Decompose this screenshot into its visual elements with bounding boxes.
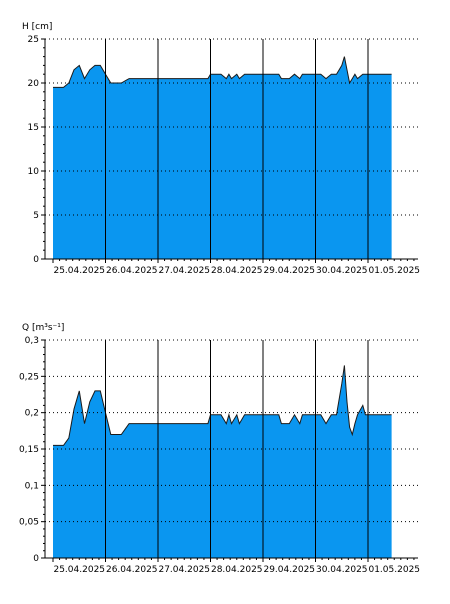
x-tick-label: 01.05.2025 <box>368 266 420 276</box>
series-area <box>53 56 392 259</box>
x-tick-label: 01.05.2025 <box>368 565 420 575</box>
series-line <box>53 56 392 88</box>
y-tick-label: 0,3 <box>25 336 39 346</box>
y-tick-label: 25 <box>28 35 39 45</box>
y-tick-label: 5 <box>33 211 39 221</box>
y-tick-label: 10 <box>28 167 40 177</box>
x-tick-label: 26.04.2025 <box>106 266 158 276</box>
x-tick-label: 29.04.2025 <box>263 565 315 575</box>
x-tick-label: 30.04.2025 <box>316 565 368 575</box>
y-tick-label: 0,05 <box>19 518 39 528</box>
y-tick-label: 0,2 <box>25 409 39 419</box>
y-tick-label: 0 <box>33 255 39 265</box>
x-tick-label: 28.04.2025 <box>211 565 263 575</box>
x-tick-label: 26.04.2025 <box>106 565 158 575</box>
x-tick-label: 27.04.2025 <box>158 266 210 276</box>
y-tick-label: 0 <box>33 554 39 564</box>
x-tick-label: 25.04.2025 <box>53 565 105 575</box>
y-tick-label: 0,25 <box>19 372 39 382</box>
y-tick-label: 20 <box>28 79 40 89</box>
water-level-panel: 0 5 10 15 20 25 25.04.2025 26.04.2025 27.04.2025… <box>22 22 420 276</box>
y-axis-label: H [cm] <box>22 22 52 32</box>
x-tick-label: 29.04.2025 <box>263 266 315 276</box>
discharge-panel: 0 0,05 0,1 0,15 0,2 0,25 0,3 25.04.2025 26.04.20… <box>19 323 420 575</box>
series-area <box>53 365 392 558</box>
y-tick-label: 15 <box>28 123 39 133</box>
x-tick-label: 30.04.2025 <box>316 266 368 276</box>
x-tick-label: 25.04.2025 <box>53 266 105 276</box>
x-tick-label: 28.04.2025 <box>211 266 263 276</box>
x-tick-label: 27.04.2025 <box>158 565 210 575</box>
y-axis-label: Q [m³s⁻¹] <box>22 323 64 333</box>
series-line <box>53 365 392 446</box>
y-tick-label: 0,1 <box>25 481 39 491</box>
y-tick-label: 0,15 <box>19 445 39 455</box>
